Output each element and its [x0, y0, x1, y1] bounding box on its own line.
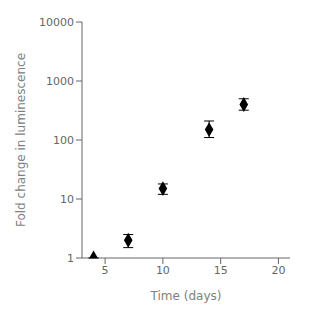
svg-text:10: 10: [60, 193, 74, 206]
svg-text:10000: 10000: [39, 16, 74, 29]
svg-text:5: 5: [102, 264, 109, 277]
svg-text:Fold change in luminescence: Fold change in luminescence: [14, 53, 28, 227]
svg-text:1: 1: [67, 252, 74, 265]
svg-text:100: 100: [53, 134, 74, 147]
svg-text:10: 10: [156, 264, 170, 277]
svg-text:Time (days): Time (days): [150, 289, 222, 303]
svg-text:1000: 1000: [46, 75, 74, 88]
svg-text:15: 15: [214, 264, 228, 277]
svg-text:20: 20: [271, 264, 285, 277]
